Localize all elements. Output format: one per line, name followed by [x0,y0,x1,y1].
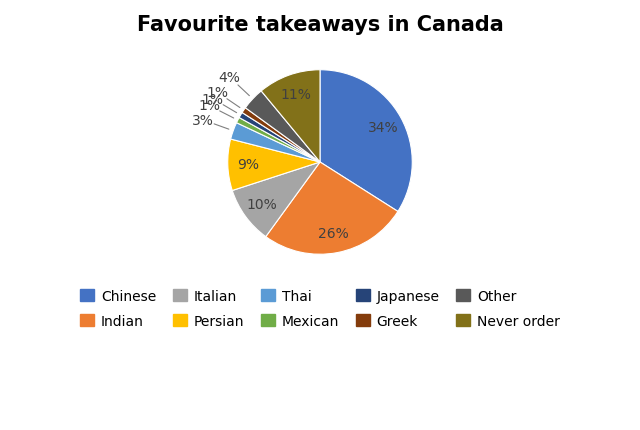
Wedge shape [266,163,398,255]
Text: 11%: 11% [280,88,311,102]
Wedge shape [320,71,412,212]
Text: 4%: 4% [218,71,240,85]
Wedge shape [237,118,320,163]
Wedge shape [261,71,320,163]
Wedge shape [230,123,320,163]
Text: 1%: 1% [198,99,220,113]
Text: 34%: 34% [368,121,398,135]
Text: 1%: 1% [202,92,224,106]
Text: 9%: 9% [237,158,259,172]
Text: 1%: 1% [206,86,228,100]
Wedge shape [245,92,320,163]
Wedge shape [232,163,320,237]
Text: 3%: 3% [192,114,214,128]
Title: Favourite takeaways in Canada: Favourite takeaways in Canada [136,15,504,35]
Text: 26%: 26% [318,226,349,240]
Wedge shape [239,113,320,163]
Legend: Chinese, Indian, Italian, Persian, Thai, Mexican, Japanese, Greek, Other, Never : Chinese, Indian, Italian, Persian, Thai,… [73,282,567,335]
Wedge shape [242,108,320,163]
Text: 10%: 10% [246,198,277,212]
Wedge shape [228,140,320,191]
